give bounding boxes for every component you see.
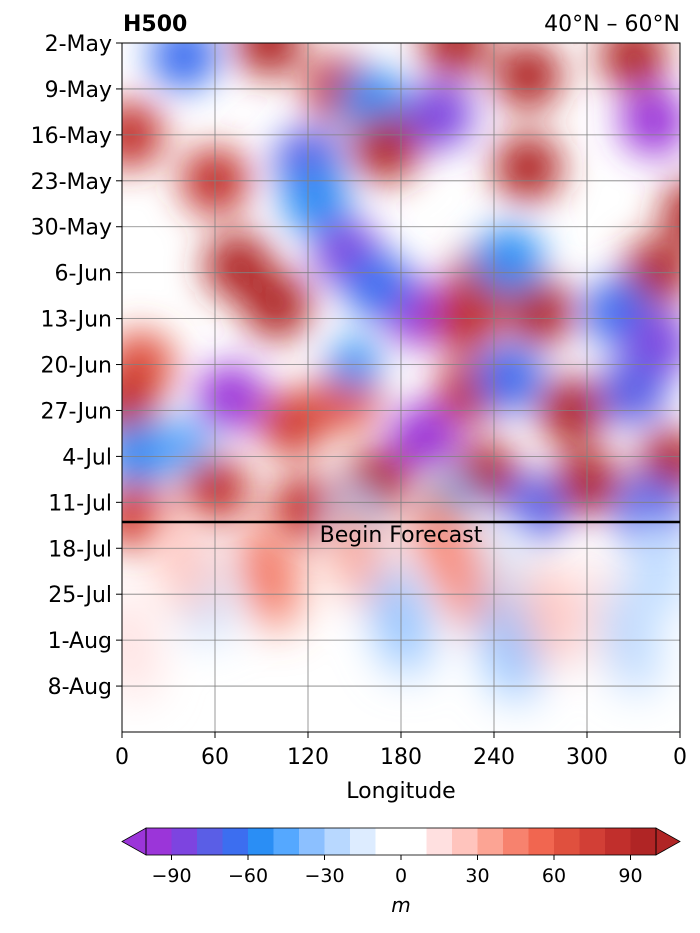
anomaly-blob	[661, 179, 680, 248]
anomaly-blob	[475, 343, 544, 412]
colorbar-segment	[197, 828, 224, 855]
colorbar-segment	[426, 828, 453, 855]
colorbar-tick-label: 90	[618, 865, 642, 887]
colorbar-segment	[528, 828, 555, 855]
colorbar-segment	[579, 828, 606, 855]
colorbar: −90 −60 −30 0 30 60 90	[121, 827, 681, 887]
colorbar-segment	[605, 828, 632, 855]
colorbar-tick-label: −30	[304, 865, 344, 887]
x-tick-label: 180	[380, 745, 422, 770]
anomaly-blob	[122, 481, 169, 550]
y-axis: 2-May 9-May 16-May 23-May 30-May 6-Jun 13-Jun 2…	[31, 32, 122, 700]
colorbar-segment	[477, 828, 504, 855]
colorbar-tick-label: −90	[151, 865, 191, 887]
y-tick-label: 11-Jul	[48, 491, 112, 516]
x-tick-label: 60	[201, 745, 229, 770]
colorbar-segment	[630, 828, 657, 855]
colorbar-segment	[299, 828, 326, 855]
y-tick-label: 27-Jun	[40, 399, 112, 424]
anomaly-blob	[494, 43, 563, 110]
colorbar-segment	[350, 828, 377, 855]
anomaly-blob	[235, 43, 304, 77]
colorbar-segment	[554, 828, 581, 855]
colorbar-tick-label: 0	[395, 865, 407, 887]
y-tick-label: 13-Jun	[40, 308, 112, 333]
anomaly-blob	[258, 389, 327, 458]
anomaly-blob	[122, 369, 160, 438]
y-tick-label: 6-Jun	[54, 262, 112, 287]
colorbar-extend-max	[655, 827, 681, 856]
y-tick-label: 20-Jun	[40, 354, 112, 379]
y-tick-label: 18-Jul	[48, 537, 112, 562]
y-tick-label: 4-Jul	[62, 445, 112, 470]
colorbar-segment	[171, 828, 198, 855]
anomaly-blob	[411, 481, 468, 590]
x-tick-label: 0	[673, 745, 687, 770]
colorbar-tick-label: 60	[542, 865, 566, 887]
x-axis: 0 60 120 180 240 300 0	[115, 732, 687, 770]
anomaly-blob	[628, 507, 680, 616]
anomaly-blob	[619, 87, 680, 156]
colorbar-segment	[273, 828, 300, 855]
anomaly-blob	[520, 559, 577, 668]
forecast-label: Begin Forecast	[320, 523, 483, 548]
anomaly-blob	[506, 278, 575, 346]
colorbar-extend-min	[121, 827, 147, 856]
colorbar-segment	[503, 828, 530, 855]
anomaly-blob	[599, 43, 668, 91]
anomaly-blob	[475, 225, 544, 294]
y-tick-label: 1-Aug	[48, 629, 112, 654]
anomaly-blob	[599, 356, 668, 425]
colorbar-segment	[222, 828, 249, 855]
colorbar-segment	[375, 828, 428, 855]
anomaly-blob	[156, 507, 212, 616]
anomaly-blob	[270, 474, 339, 543]
anomaly-blob	[390, 402, 459, 471]
y-tick-label: 9-May	[45, 78, 112, 103]
anomaly-blob	[281, 166, 350, 235]
x-tick-label: 240	[473, 745, 515, 770]
x-tick-label: 120	[287, 745, 329, 770]
colorbar-label: m	[391, 893, 410, 917]
x-axis-label: Longitude	[346, 779, 455, 804]
colorbar-tick-label: 30	[465, 865, 489, 887]
anomaly-blob	[122, 592, 158, 701]
x-tick-label: 0	[115, 745, 129, 770]
colorbar-segment	[248, 828, 275, 855]
anomaly-blob	[351, 114, 420, 182]
anomaly-blob	[150, 43, 218, 91]
colorbar-segment	[324, 828, 351, 855]
y-tick-label: 2-May	[45, 32, 112, 57]
colorbar-segment	[452, 828, 479, 855]
anomaly-blob	[241, 520, 298, 629]
title-left: H500	[123, 12, 187, 37]
x-tick-label: 300	[566, 745, 608, 770]
colorbar-tick-label: −60	[228, 865, 268, 887]
colorbar-segment	[146, 828, 173, 855]
y-tick-label: 23-May	[31, 170, 112, 195]
y-tick-label: 8-Aug	[48, 675, 112, 700]
anomaly-blob	[343, 251, 412, 320]
title-right: 40°N – 60°N	[544, 12, 680, 37]
anomaly-blob	[494, 133, 563, 202]
y-tick-label: 30-May	[31, 216, 112, 241]
y-tick-label: 25-Jul	[48, 583, 112, 608]
y-tick-label: 16-May	[31, 124, 112, 149]
grid	[121, 42, 681, 732]
anomaly-blob	[243, 271, 311, 340]
anomaly-blob	[196, 363, 265, 432]
anomaly-blob	[405, 81, 474, 150]
